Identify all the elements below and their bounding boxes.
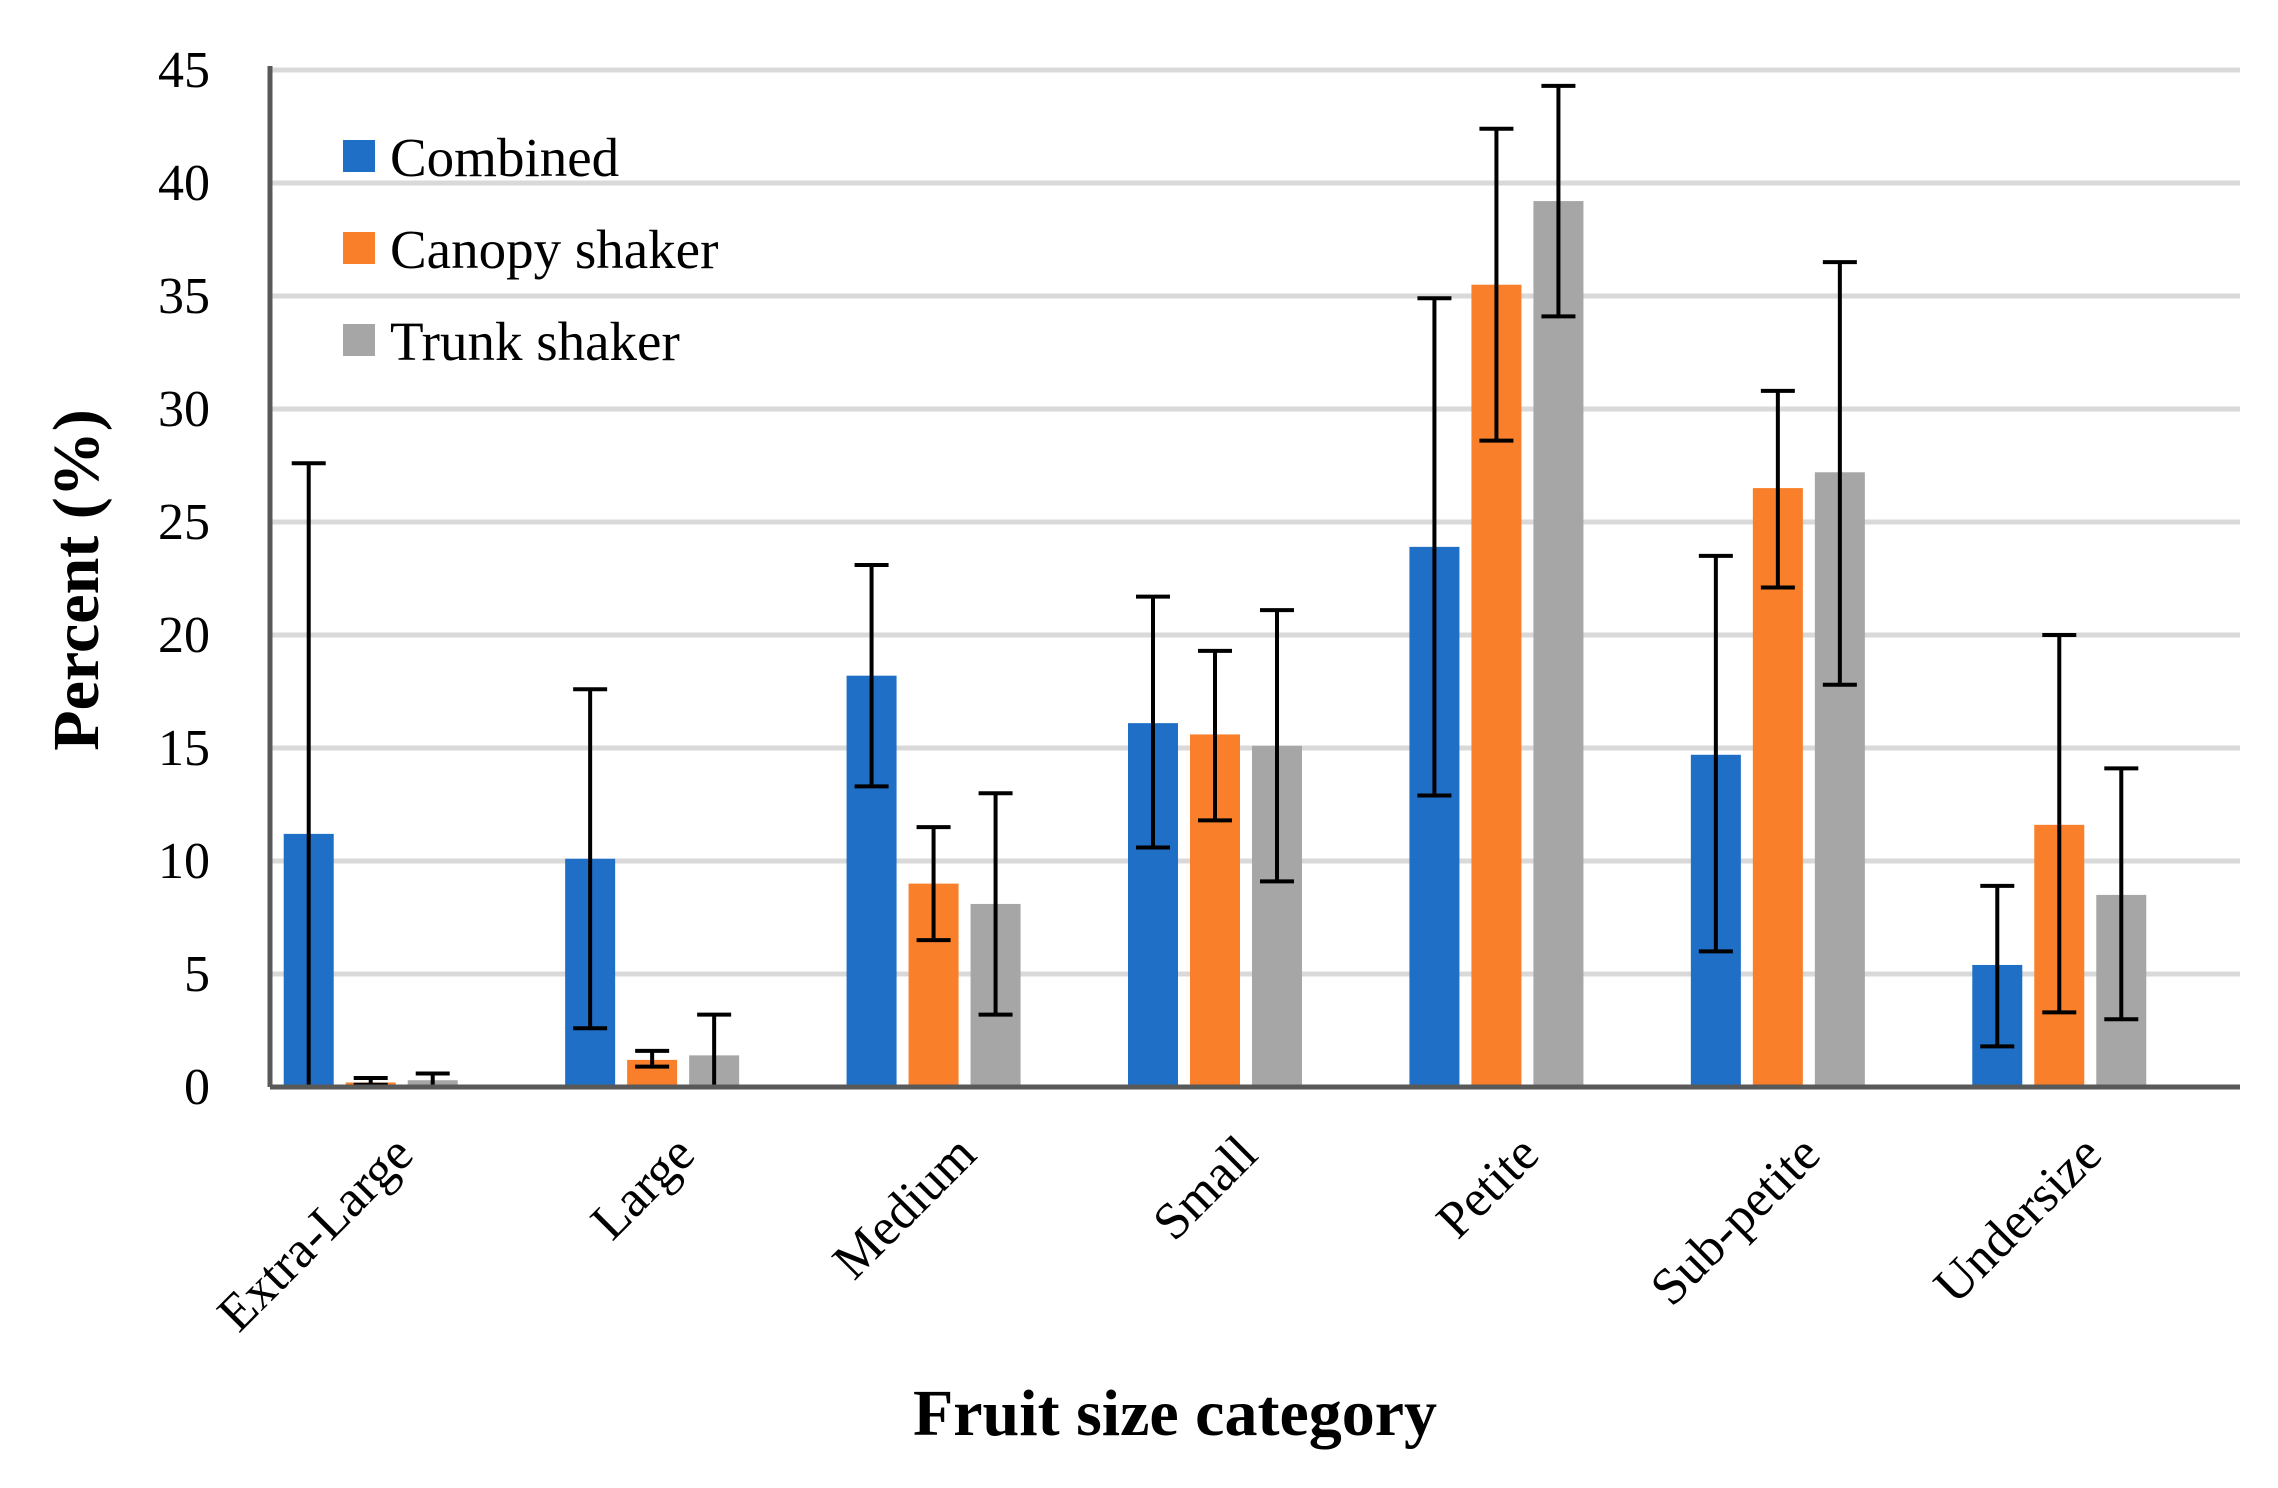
y-tick-label: 0	[184, 1059, 210, 1116]
error-bar	[635, 1048, 670, 1069]
y-tick-label: 35	[158, 268, 210, 325]
x-tick-label: Extra-Large	[207, 1125, 424, 1342]
error-bar	[1136, 594, 1170, 850]
error-bar	[978, 791, 1013, 1017]
y-axis-title: Percent (%)	[40, 409, 113, 750]
x-tick-label: Undersize	[1923, 1125, 2112, 1314]
error-bar	[1198, 648, 1232, 823]
error-bar	[916, 825, 951, 943]
y-tick-label: 45	[158, 42, 210, 99]
y-tick-label: 30	[158, 381, 210, 438]
error-bar	[1822, 260, 1857, 687]
axes	[267, 66, 2240, 1090]
error-bar	[2104, 766, 2139, 1022]
y-tick-label: 5	[184, 946, 210, 1003]
error-bar	[353, 1075, 388, 1087]
bar-trunk-shaker	[1533, 201, 1584, 1087]
error-bar	[1760, 388, 1795, 590]
x-tick-label: Sub-petite	[1640, 1125, 1831, 1316]
legend-swatch-trunk-shaker	[343, 324, 375, 356]
y-tick-label: 20	[158, 607, 210, 664]
error-bar	[573, 687, 608, 1031]
x-tick-label: Medium	[822, 1125, 987, 1290]
legend-label-canopy-shaker: Canopy shaker	[390, 219, 718, 280]
error-bar	[1541, 83, 1576, 319]
legend-label-combined: Combined	[390, 127, 619, 188]
legend: Combined Canopy shaker Trunk shaker	[343, 127, 718, 372]
x-tick-label: Large	[580, 1125, 705, 1250]
error-bar	[854, 562, 889, 789]
error-bars	[291, 83, 2139, 1089]
legend-swatch-combined	[343, 140, 375, 172]
legend-label-trunk-shaker: Trunk shaker	[390, 311, 680, 372]
x-axis-title: Fruit size category	[913, 1377, 1437, 1450]
error-bar	[1260, 608, 1294, 884]
error-bar	[1417, 296, 1452, 798]
legend-swatch-canopy-shaker	[343, 232, 375, 264]
y-tick-label: 10	[158, 833, 210, 890]
error-bar	[2042, 633, 2077, 1015]
error-bar	[1980, 883, 2015, 1049]
error-bar	[1479, 126, 1514, 443]
y-tick-labels: 0 5 10 15 20 25 30 35 40 45	[158, 42, 210, 1116]
y-tick-label: 25	[158, 494, 210, 551]
x-tick-label: Small	[1142, 1125, 1268, 1251]
y-tick-label: 40	[158, 155, 210, 212]
x-tick-labels: Extra-Large Large Medium Small Petite Sub-pet…	[207, 1125, 2113, 1342]
x-tick-label: Petite	[1426, 1125, 1550, 1249]
error-bar	[1698, 553, 1733, 954]
y-tick-label: 15	[158, 720, 210, 777]
